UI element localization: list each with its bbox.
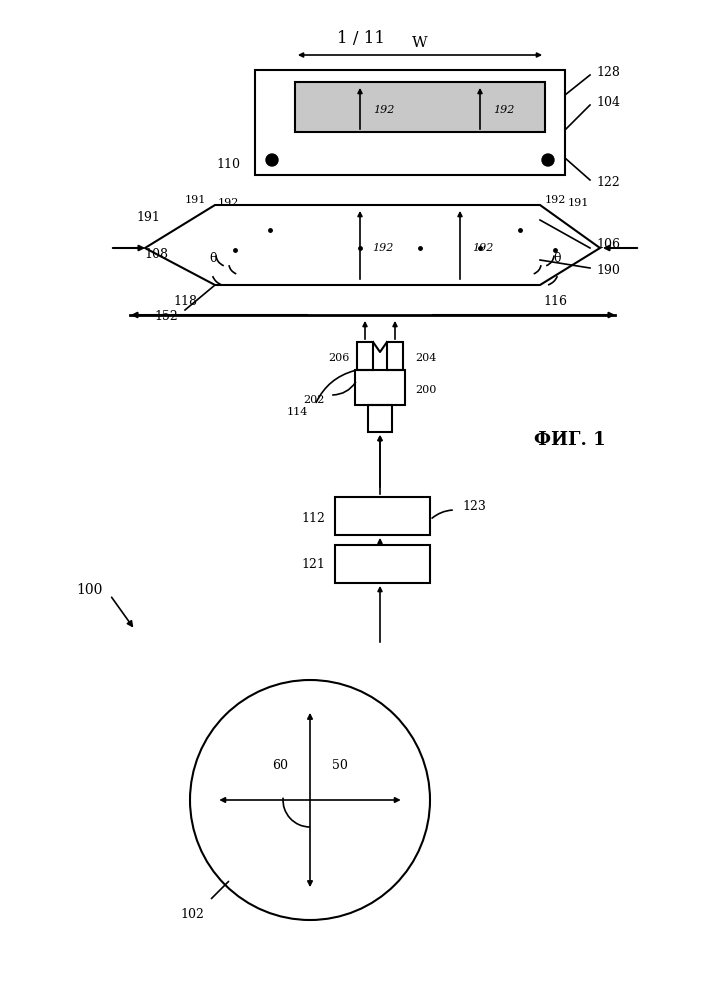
Text: 191: 191 — [184, 195, 206, 205]
Text: 123: 123 — [462, 500, 486, 513]
Text: 192: 192 — [545, 195, 566, 205]
Text: ФИГ. 1: ФИГ. 1 — [534, 431, 606, 449]
Text: 190: 190 — [596, 264, 620, 277]
Text: 152: 152 — [155, 310, 178, 323]
Text: 102: 102 — [180, 908, 204, 921]
Text: 122: 122 — [596, 177, 619, 190]
Text: 192: 192 — [493, 105, 514, 115]
Circle shape — [542, 154, 554, 166]
Text: θ: θ — [553, 252, 561, 265]
Text: 191: 191 — [136, 211, 160, 224]
Text: W: W — [412, 36, 428, 50]
Text: 108: 108 — [144, 249, 168, 262]
Text: 121: 121 — [301, 558, 325, 571]
Text: θ: θ — [209, 252, 217, 265]
Text: 202: 202 — [304, 395, 325, 405]
Text: 191: 191 — [568, 198, 589, 208]
Text: 204: 204 — [415, 353, 436, 363]
Text: 206: 206 — [329, 353, 350, 363]
Text: 200: 200 — [415, 385, 436, 395]
Text: 1 / 11: 1 / 11 — [337, 30, 385, 47]
Text: 60: 60 — [272, 759, 288, 772]
Text: 100: 100 — [77, 583, 103, 597]
Text: 106: 106 — [596, 239, 620, 252]
Circle shape — [266, 154, 278, 166]
Text: 104: 104 — [596, 96, 620, 109]
Text: 192: 192 — [218, 198, 240, 208]
Text: 114: 114 — [287, 407, 308, 417]
Text: 192: 192 — [373, 105, 394, 115]
Text: 116: 116 — [543, 295, 567, 308]
Text: 192: 192 — [372, 243, 393, 253]
Text: 118: 118 — [173, 295, 197, 308]
Text: 192: 192 — [472, 243, 493, 253]
Polygon shape — [295, 82, 545, 132]
Text: 112: 112 — [301, 511, 325, 524]
Text: 50: 50 — [332, 759, 348, 772]
Text: 128: 128 — [596, 66, 620, 79]
Text: 110: 110 — [216, 159, 240, 172]
